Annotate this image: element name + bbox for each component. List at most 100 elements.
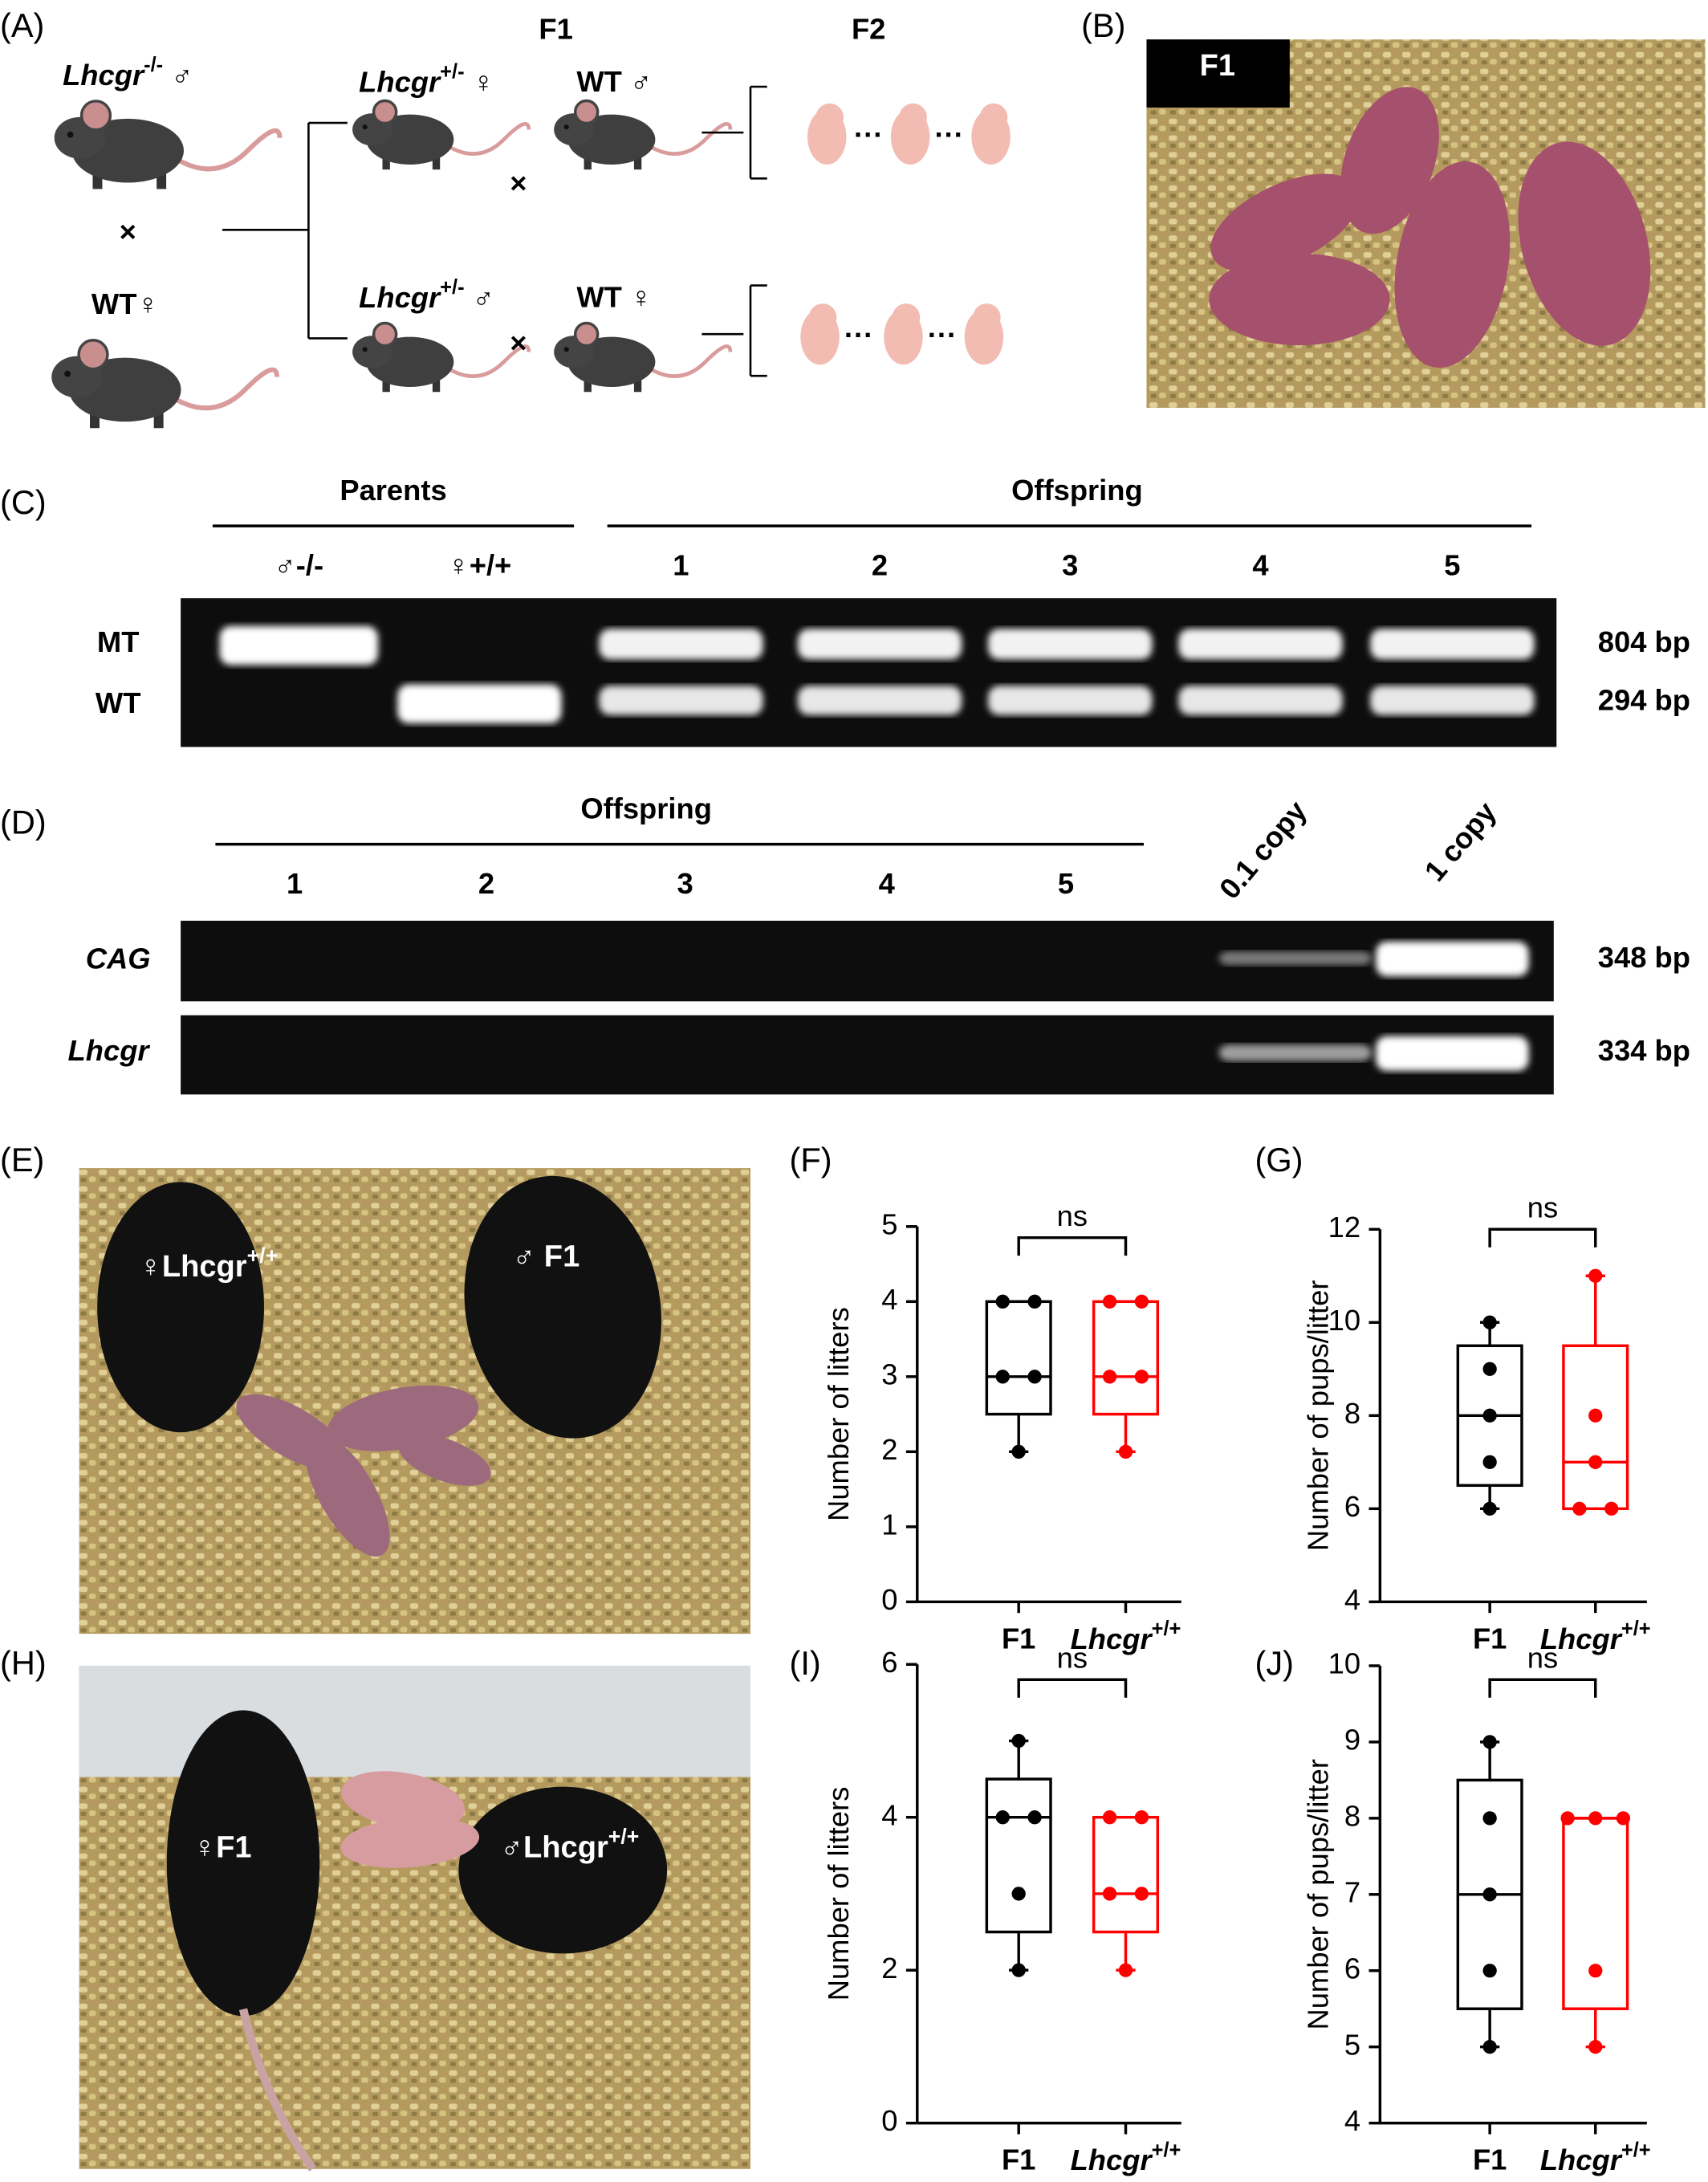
- data-point: [1011, 1733, 1026, 1748]
- band: [988, 629, 1153, 660]
- band-label: Lhcgr: [68, 1034, 151, 1067]
- mouse-tail: [446, 122, 531, 156]
- cross-symbol: ×: [510, 327, 527, 360]
- mouse-eye: [64, 370, 71, 377]
- x-tick-label: Lhcgr+/+: [1071, 2139, 1181, 2176]
- text-part: +/-: [440, 60, 464, 83]
- ellipsis: ···: [928, 318, 957, 351]
- pup: [340, 1816, 480, 1868]
- embryo-head: [973, 303, 1001, 332]
- data-point: [1482, 1501, 1497, 1516]
- significance-label: ns: [1527, 1642, 1558, 1675]
- x-tick-label: F1: [1002, 2143, 1035, 2176]
- panel-label: (D): [0, 803, 47, 841]
- text-part: ♂Lhcgr: [500, 1831, 608, 1865]
- y-tick-label: 5: [881, 1207, 897, 1240]
- box: [985, 1777, 1052, 1934]
- text-part: ♂: [465, 281, 494, 314]
- y-tick-label: 4: [1344, 2104, 1360, 2137]
- parent-label: Lhcgr-/- ♂: [63, 54, 193, 92]
- lane-label: 4: [879, 867, 896, 900]
- significance-label: ns: [1057, 1199, 1088, 1232]
- data-point: [1588, 1408, 1603, 1423]
- y-axis-label: Number of pups/litter: [1302, 1280, 1335, 1551]
- band: [1218, 951, 1372, 966]
- mouse-tail: [238, 2008, 316, 2172]
- mouse-leg: [157, 163, 167, 189]
- lane-label: 2: [478, 867, 494, 900]
- y-tick-label: 6: [1344, 1952, 1360, 1985]
- size-label: 334 bp: [1598, 1034, 1690, 1067]
- text-part: ♀Lhcgr: [139, 1250, 247, 1284]
- lane-label: ♂-/-: [274, 549, 323, 582]
- y-tick-label: 4: [881, 1283, 897, 1316]
- significance-bracket: [1488, 1227, 1597, 1248]
- mouse-eye: [67, 131, 74, 138]
- mouse-eye: [362, 347, 368, 352]
- y-axis-label: Number of pups/litter: [1302, 1759, 1335, 2029]
- pup: [327, 1385, 479, 1451]
- band: [1178, 686, 1343, 715]
- text-part: Lhcgr: [1071, 2143, 1153, 2176]
- x-tick-label: Lhcgr+/+: [1540, 1618, 1651, 1655]
- lane-label: 1: [673, 549, 689, 582]
- mouse-tail: [648, 344, 733, 378]
- y-tick-label: 8: [1344, 1799, 1360, 1832]
- significance-bracket: [1017, 1678, 1128, 1698]
- parent-label: WT♀: [92, 287, 159, 320]
- group-label: Offspring: [1011, 474, 1143, 507]
- box: [985, 1300, 1052, 1416]
- data-point: [1027, 1810, 1042, 1825]
- photo-wall: [79, 1665, 751, 1777]
- lane-label: 1 copy: [1418, 795, 1503, 887]
- panel-label: (G): [1255, 1141, 1303, 1179]
- band: [1218, 1044, 1372, 1061]
- cross-symbol: ×: [120, 215, 136, 248]
- band: [397, 684, 562, 724]
- y-tick-label: 12: [1328, 1211, 1360, 1244]
- significance-bracket: [1488, 1678, 1597, 1698]
- y-tick-label: 6: [881, 1646, 897, 1679]
- size-label: 348 bp: [1598, 941, 1690, 974]
- y-tick-label: 2: [881, 1433, 897, 1466]
- data-point: [1588, 2040, 1603, 2054]
- y-tick-label: 3: [881, 1358, 897, 1390]
- y-tick-label: 10: [1328, 1304, 1360, 1337]
- lane-label: ♀+/+: [447, 549, 511, 582]
- mouse-eye: [563, 124, 569, 130]
- photo-label: ♂ F1: [513, 1240, 580, 1274]
- y-tick-label: 6: [1344, 1490, 1360, 1523]
- significance-label: ns: [1057, 1642, 1088, 1675]
- mouse-ear: [573, 99, 600, 125]
- mouse-ear: [77, 339, 109, 371]
- layout: [51, 39, 1706, 2172]
- panel-label: (J): [1255, 1644, 1294, 1682]
- pup: [305, 1433, 390, 1557]
- text-part: Lhcgr: [359, 65, 441, 98]
- panel-label: (I): [789, 1644, 820, 1682]
- gel: [181, 598, 1557, 747]
- data-point: [1572, 1501, 1587, 1516]
- data-point: [1588, 1455, 1603, 1469]
- text-part: +/+: [1152, 2139, 1181, 2161]
- group-label: Parents: [340, 474, 446, 507]
- data-point: [1482, 1362, 1497, 1376]
- mouse-photo: [464, 1175, 661, 1439]
- mouse-ear: [372, 321, 398, 348]
- f1-label: Lhcgr+/- ♂: [359, 276, 494, 314]
- band: [1376, 1036, 1529, 1071]
- band: [1376, 941, 1529, 977]
- mouse-eye: [563, 347, 569, 352]
- size-label: 804 bp: [1598, 625, 1690, 658]
- ellipsis: ···: [844, 318, 873, 351]
- data-point: [995, 1294, 1010, 1309]
- pup: [1210, 173, 1360, 272]
- band-label: MT: [97, 625, 139, 658]
- mouse-photo: [458, 1786, 668, 1954]
- band: [1370, 629, 1535, 660]
- embryo-head: [808, 303, 837, 332]
- ellipsis: ···: [934, 118, 963, 151]
- photo-label: ♀F1: [193, 1831, 252, 1865]
- text-part: Lhcgr: [1540, 2143, 1623, 2176]
- data-point: [1482, 1964, 1497, 1978]
